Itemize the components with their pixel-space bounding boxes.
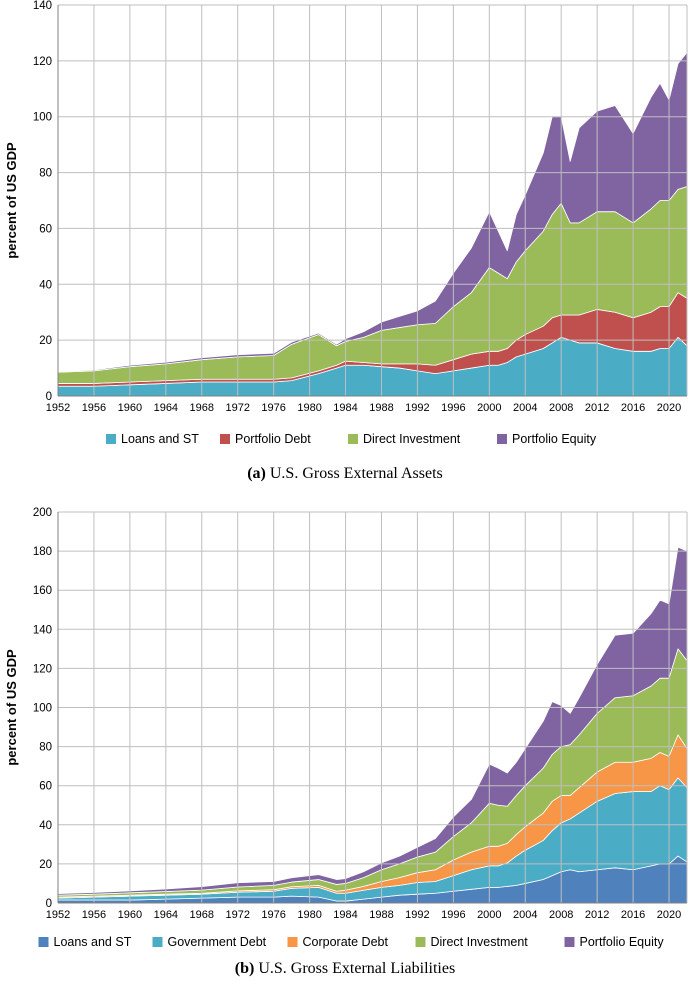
c1-legend-swatch-corporate-debt	[287, 937, 298, 947]
c1-legend-label-loans-and-st: Loans and ST	[54, 935, 132, 949]
c0-ytick-label-1: 20	[39, 335, 52, 347]
caption-assets-tag: (a)	[247, 465, 266, 482]
c0-xtick-label-4: 1968	[190, 402, 214, 414]
c1-xtick-label-13: 2004	[513, 909, 537, 921]
c0-legend-swatch-loans-and-st	[106, 434, 116, 444]
c1-xtick-label-10: 1992	[405, 909, 429, 921]
c1-xtick-label-3: 1964	[154, 909, 178, 921]
c0-xtick-label-12: 2000	[477, 402, 501, 414]
c0-xtick-label-2: 1960	[118, 402, 142, 414]
c0-legend-label-direct-investment: Direct Investment	[363, 432, 461, 446]
caption-liabilities: (b) U.S. Gross External Liabilities	[0, 960, 690, 978]
c0-ytick-label-0: 0	[46, 391, 52, 403]
c1-ytick-label-10: 200	[33, 507, 52, 519]
chart-liabilities: 0 20 40 60 80 100 120 140 160 180 200 1952 1956 1960 1…	[4, 507, 688, 949]
c0-legend-swatch-direct-investment	[348, 434, 358, 444]
c1-legend-label-corporate-debt: Corporate Debt	[303, 935, 389, 949]
c0-ytick-label-2: 40	[39, 279, 52, 291]
c1-ytick-label-3: 60	[39, 781, 52, 793]
caption-assets-text: U.S. Gross External Assets	[269, 465, 443, 482]
c1-xtick-label-14: 2008	[549, 909, 573, 921]
c0-xtick-label-13: 2004	[513, 402, 537, 414]
c1-ytick-label-1: 20	[39, 859, 52, 871]
c0-xtick-label-16: 2016	[621, 402, 645, 414]
c1-xtick-label-6: 1976	[261, 909, 285, 921]
c1-xtick-label-17: 2020	[657, 909, 681, 921]
c1-ytick-label-4: 80	[39, 742, 52, 754]
c0-ytick-label-3: 60	[39, 223, 52, 235]
c0-xtick-label-14: 2008	[549, 402, 573, 414]
c1-legend-swatch-government-debt	[152, 937, 163, 947]
c0-xtick-label-9: 1988	[369, 402, 393, 414]
c1-xtick-label-2: 1960	[118, 909, 142, 921]
c1-ytick-label-6: 120	[33, 663, 52, 675]
caption-liabilities-text: U.S. Gross External Liabilities	[258, 960, 456, 977]
c1-xtick-label-8: 1984	[333, 909, 357, 921]
c1-ytick-label-9: 180	[33, 546, 52, 558]
c1-ytick-label-5: 100	[33, 703, 52, 715]
c0-xtick-label-0: 1952	[46, 402, 70, 414]
c0-legend-swatch-portfolio-equity	[497, 434, 507, 444]
c0-xtick-label-11: 1996	[441, 402, 465, 414]
c1-legend-label-portfolio-equity: Portfolio Equity	[580, 935, 665, 949]
c0-xtick-label-3: 1964	[154, 402, 178, 414]
c0-xtick-label-15: 2012	[585, 402, 609, 414]
c1-xtick-label-5: 1972	[225, 909, 249, 921]
c1-xtick-label-15: 2012	[585, 909, 609, 921]
c1-legend-label-government-debt: Government Debt	[168, 935, 267, 949]
c0-ytick-label-7: 140	[33, 0, 52, 12]
c1-xtick-label-7: 1980	[297, 909, 321, 921]
c1-ytick-label-7: 140	[33, 624, 52, 636]
c1-xtick-label-16: 2016	[621, 909, 645, 921]
c0-ytick-label-6: 120	[33, 56, 52, 68]
c0-y-axis-label: percent of US GDP	[4, 142, 19, 259]
caption-liabilities-tag: (b)	[234, 960, 255, 977]
c0-legend-label-portfolio-debt: Portfolio Debt	[235, 432, 311, 446]
c0-xtick-label-8: 1984	[333, 402, 357, 414]
c1-xtick-label-9: 1988	[369, 909, 393, 921]
c1-xtick-label-4: 1968	[190, 909, 214, 921]
c1-xtick-label-11: 1996	[441, 909, 465, 921]
c0-legend-label-portfolio-equity: Portfolio Equity	[512, 432, 597, 446]
c0-legend-swatch-portfolio-debt	[220, 434, 230, 444]
c1-legend-label-direct-investment: Direct Investment	[431, 935, 529, 949]
c1-legend-swatch-direct-investment	[415, 937, 426, 947]
caption-assets: (a) U.S. Gross External Assets	[0, 465, 690, 483]
c1-ytick-label-2: 40	[39, 820, 52, 832]
c0-xtick-label-7: 1980	[297, 402, 321, 414]
c0-xtick-label-1: 1956	[82, 402, 106, 414]
c0-xtick-label-5: 1972	[225, 402, 249, 414]
c0-legend-label-loans-and-st: Loans and ST	[121, 432, 199, 446]
c1-legend-swatch-loans-and-st	[38, 937, 49, 947]
c1-ytick-label-8: 160	[33, 585, 52, 597]
c0-xtick-label-10: 1992	[405, 402, 429, 414]
c0-xtick-label-17: 2020	[657, 402, 681, 414]
c1-legend-swatch-portfolio-equity	[564, 937, 575, 947]
c0-xtick-label-6: 1976	[261, 402, 285, 414]
c1-xtick-label-0: 1952	[46, 909, 70, 921]
c1-ytick-label-0: 0	[46, 898, 52, 910]
c0-ytick-label-5: 100	[33, 112, 52, 124]
c1-xtick-label-1: 1956	[82, 909, 106, 921]
chart-assets: 0 20 40 60 80 100 120 140 1952 1956 1960 1964 1968 19…	[4, 0, 688, 446]
c1-y-axis-label: percent of US GDP	[4, 649, 19, 766]
c1-xtick-label-12: 2000	[477, 909, 501, 921]
c0-ytick-label-4: 80	[39, 168, 52, 180]
